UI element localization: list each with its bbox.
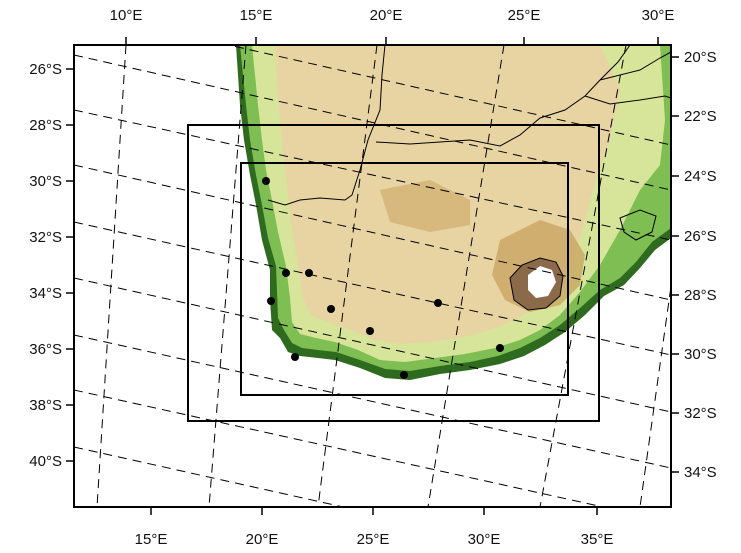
lon-label: 25°E — [508, 7, 541, 24]
lat-label: 32°S — [29, 229, 62, 246]
station-point — [366, 327, 374, 335]
lon-label: 35°E — [581, 531, 614, 548]
station-point — [327, 305, 335, 313]
lat-label: 30°S — [684, 346, 717, 363]
border-zimbabwe — [584, 95, 671, 105]
borders — [267, 45, 671, 311]
parallel-18S — [74, 54, 671, 191]
left-lat-labels: 26°S 28°S 30°S 32°S 34°S 36°S 38°S 40°S — [29, 61, 62, 470]
station-point — [400, 371, 408, 379]
lat-label: 38°S — [29, 397, 62, 414]
lat-label: 20°S — [684, 49, 717, 66]
meridian-20E — [317, 45, 378, 507]
lat-label: 32°S — [684, 405, 717, 422]
meridian-5E — [40, 45, 60, 507]
meridian-15E — [208, 45, 247, 507]
right-lat-labels: 20°S 22°S 24°S 26°S 28°S 30°S 32°S 34°S — [684, 49, 717, 481]
lat-label: 26°S — [684, 228, 717, 245]
border-namibia — [267, 45, 386, 206]
parallel-24S — [74, 164, 671, 301]
station-point — [496, 344, 504, 352]
tick-marks — [66, 37, 679, 515]
land-highlands-west — [380, 180, 470, 232]
lat-label: 28°S — [684, 287, 717, 304]
mountain-peak — [528, 266, 556, 298]
station-point — [282, 269, 290, 277]
lon-label: 15°E — [135, 531, 168, 548]
lat-label: 24°S — [684, 168, 717, 185]
inner-domain-box — [240, 162, 569, 396]
station-point — [434, 299, 442, 307]
parallel-28S — [74, 277, 671, 413]
lon-label: 25°E — [357, 531, 390, 548]
land-layer — [236, 45, 671, 380]
parallel-32S — [74, 389, 606, 507]
parallel-22S — [74, 109, 671, 241]
lat-label: 36°S — [29, 341, 62, 358]
lat-label: 34°S — [29, 285, 62, 302]
lat-label: 28°S — [29, 117, 62, 134]
lon-label: 20°E — [370, 7, 403, 24]
outer-domain-box — [187, 124, 600, 422]
parallel-26S — [74, 221, 671, 356]
parallel-20S — [226, 45, 671, 146]
meridian-25E — [427, 45, 505, 507]
border-lesotho — [509, 257, 564, 311]
lat-label: 26°S — [29, 61, 62, 78]
station-point — [262, 177, 270, 185]
lon-label: 30°E — [642, 7, 675, 24]
lon-label: 15°E — [240, 7, 273, 24]
border-swaziland — [619, 209, 657, 241]
lon-label: 30°E — [468, 531, 501, 548]
lon-label: 10°E — [110, 7, 143, 24]
border-botswana — [375, 45, 631, 147]
lat-label: 40°S — [29, 453, 62, 470]
parallel-30S — [74, 334, 671, 469]
top-lon-labels: 10°E 15°E 20°E 25°E 30°E — [110, 7, 675, 24]
lat-label: 22°S — [684, 108, 717, 125]
stations — [262, 177, 504, 379]
station-point — [305, 269, 313, 277]
meridian-30E — [539, 45, 627, 507]
station-point — [291, 353, 299, 361]
bottom-lon-labels: 15°E 20°E 25°E 30°E 35°E — [135, 531, 614, 548]
lat-label: 30°S — [29, 173, 62, 190]
graticule — [40, 45, 671, 507]
lon-label: 20°E — [246, 531, 279, 548]
station-point — [267, 297, 275, 305]
lat-label: 34°S — [684, 464, 717, 481]
meridian-10E — [96, 45, 127, 507]
